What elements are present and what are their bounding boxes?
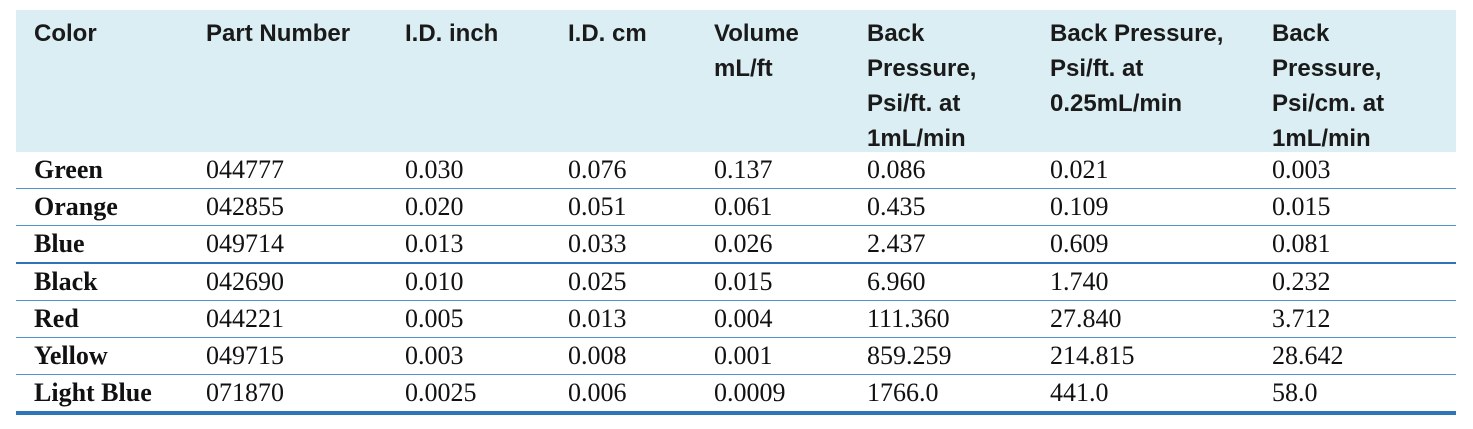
table-cell: Light Blue (34, 378, 152, 407)
table-cell: 6.960 (867, 267, 926, 296)
table-cell: 27.840 (1050, 304, 1122, 333)
table-body: Green 044777 0.030 0.076 0.137 0.086 0.021 0.00… (16, 152, 1456, 415)
header-id-cm: I.D. cm (568, 20, 647, 47)
table-cell: 042855 (206, 192, 284, 221)
table-cell: 0.003 (1272, 155, 1331, 184)
table-cell: 0.076 (568, 155, 627, 184)
table-cell: 0.021 (1050, 155, 1109, 184)
table-cell: 1.740 (1050, 267, 1109, 296)
table-cell: 111.360 (867, 304, 950, 333)
table-cell: 0.081 (1272, 229, 1331, 258)
table-cell: 0.006 (568, 378, 627, 407)
table-cell: Green (34, 155, 103, 184)
table-cell: 28.642 (1272, 341, 1344, 370)
table-cell: 044221 (206, 304, 284, 333)
table-cell: 2.437 (867, 229, 926, 258)
table-cell: 0.137 (714, 155, 773, 184)
header-id-inch: I.D. inch (405, 20, 499, 47)
table-cell: 0.004 (714, 304, 773, 333)
table-cell: 441.0 (1050, 378, 1109, 407)
table-row-orange: Orange 042855 0.020 0.051 0.061 0.435 0.109 0.0… (16, 189, 1456, 226)
table-cell: 0.0025 (405, 378, 477, 407)
table-cell: 0.051 (568, 192, 627, 221)
table-cell: Blue (34, 229, 85, 258)
table-cell: 0.026 (714, 229, 773, 258)
table-cell: 3.712 (1272, 304, 1331, 333)
table-cell: 049714 (206, 229, 284, 258)
table-cell: 0.008 (568, 341, 627, 370)
table-row-blue: Blue 049714 0.013 0.033 0.026 2.437 0.609 0.081 (16, 226, 1456, 264)
table-row-red: Red 044221 0.005 0.013 0.004 111.360 27.840 3.7… (16, 301, 1456, 338)
table-cell: 0.0009 (714, 378, 786, 407)
header-part-number: Part Number (206, 20, 351, 47)
table-cell: 0.609 (1050, 229, 1109, 258)
table-cell: 0.109 (1050, 192, 1109, 221)
table-cell: 042690 (206, 267, 284, 296)
header-back-pressure-ft: Back Pressure, Psi/ft. at 1mL/min (867, 20, 977, 152)
header-color: Color (34, 20, 97, 47)
table-cell: 0.013 (568, 304, 627, 333)
table-cell: 0.020 (405, 192, 464, 221)
table-row-yellow: Yellow 049715 0.003 0.008 0.001 859.259 214.81… (16, 338, 1456, 375)
table-row-green: Green 044777 0.030 0.076 0.137 0.086 0.021 0.00… (16, 152, 1456, 189)
header-volume: Volume mL/ft (714, 20, 799, 82)
table-cell: 1766.0 (867, 378, 939, 407)
table-cell: 58.0 (1272, 378, 1318, 407)
table-cell: 0.001 (714, 341, 773, 370)
table-cell: 0.010 (405, 267, 464, 296)
table-cell: Yellow (34, 341, 108, 370)
table-cell: 0.086 (867, 155, 926, 184)
table-cell: 044777 (206, 155, 284, 184)
table-cell: 0.033 (568, 229, 627, 258)
table-cell: 049715 (206, 341, 284, 370)
tubing-spec-table: Color Part Number I.D. inch I.D. cm Volu… (16, 10, 1456, 415)
table-cell: 0.025 (568, 267, 627, 296)
table-row-light-blue: Light Blue 071870 0.0025 0.006 0.0009 1766.0 4… (16, 375, 1456, 415)
table-cell: 071870 (206, 378, 284, 407)
table-row-black: Black 042690 0.010 0.025 0.015 6.960 1.740 0.23… (16, 264, 1456, 301)
table-cell: Black (34, 267, 98, 296)
table-header: Color Part Number I.D. inch I.D. cm Volu… (16, 10, 1456, 152)
header-back-pressure-025: Back Pressure, Psi/ft. at 0.25mL/min (1050, 20, 1224, 117)
table-cell: 0.061 (714, 192, 773, 221)
table-cell: 214.815 (1050, 341, 1135, 370)
table-cell: 859.259 (867, 341, 952, 370)
header-back-pressure-cm: Back Pressure, Psi/cm. at 1mL/min (1272, 20, 1385, 152)
table-cell: 0.015 (1272, 192, 1331, 221)
table-cell: 0.015 (714, 267, 773, 296)
table-cell: 0.005 (405, 304, 464, 333)
table-cell: 0.030 (405, 155, 464, 184)
table-cell: Orange (34, 192, 118, 221)
table-cell: 0.003 (405, 341, 464, 370)
table-cell: 0.013 (405, 229, 464, 258)
table-cell: 0.232 (1272, 267, 1331, 296)
table-cell: 0.435 (867, 192, 926, 221)
table-cell: Red (34, 304, 79, 333)
